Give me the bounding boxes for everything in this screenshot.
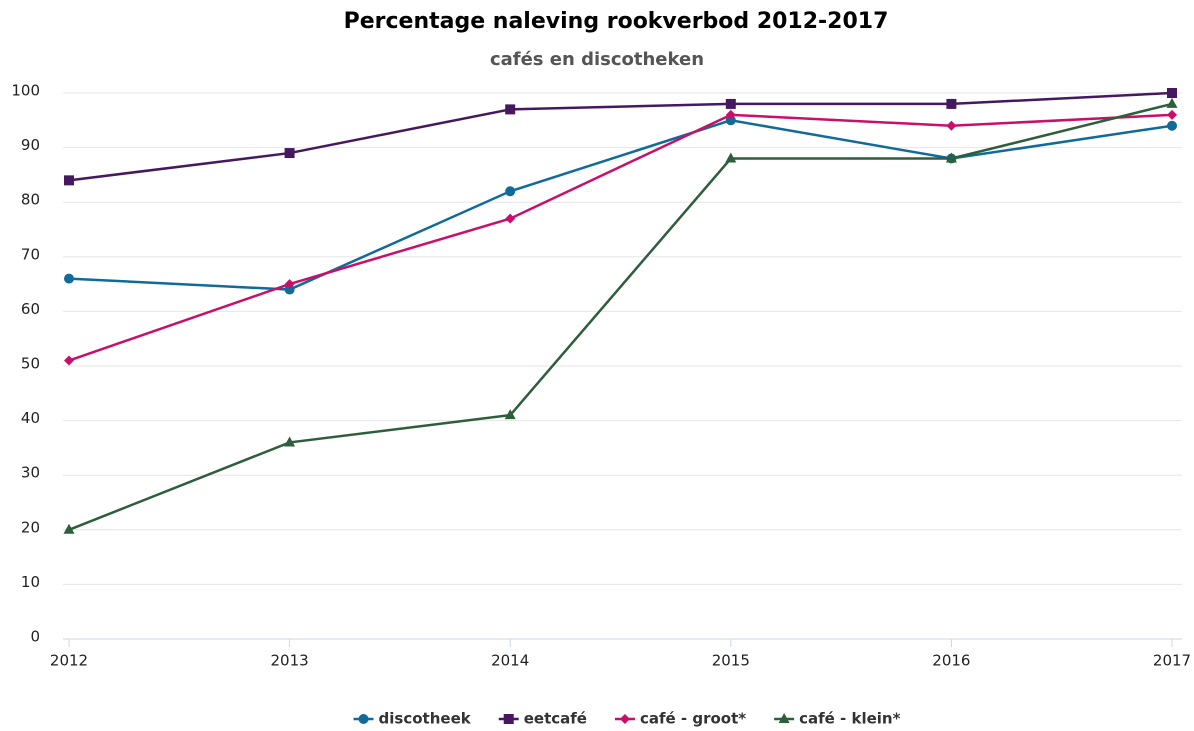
y-tick-label: 20 [21, 518, 40, 536]
x-tick-label: 2014 [491, 652, 529, 670]
point [284, 279, 295, 290]
series-line [68, 119, 1173, 291]
chart-subtitle: cafés en discotheken [490, 49, 704, 70]
legend-marker [778, 713, 790, 723]
point [725, 109, 736, 120]
point [505, 186, 516, 197]
legend: discotheek eetcafé café - groot* café - kle… [353, 710, 901, 728]
point [725, 152, 737, 163]
point [505, 213, 516, 224]
point [946, 120, 957, 131]
legend-marker [503, 714, 514, 724]
x-tick-label: 2017 [1153, 652, 1191, 670]
y-tick-label: 0 [30, 628, 40, 646]
legend-label: café - klein* [799, 710, 900, 728]
legend-marker [619, 714, 630, 724]
point [63, 523, 75, 534]
y-tick-label: 90 [21, 136, 40, 154]
y-tick-label: 60 [21, 300, 40, 318]
series-line [68, 113, 1173, 362]
point [505, 104, 516, 115]
legend-marker [358, 714, 369, 724]
point [946, 98, 957, 109]
x-tick-label: 2016 [932, 652, 970, 670]
point [1167, 120, 1177, 131]
y-tick-label: 80 [21, 191, 40, 209]
legend-label: café - groot* [640, 710, 746, 728]
point [725, 98, 736, 109]
point [64, 355, 74, 366]
y-tick-label: 100 [11, 82, 40, 100]
legend-label: discotheek [379, 710, 472, 728]
chart-title: Percentage naleving rookverbod 2012-2017 [344, 9, 889, 34]
point [504, 409, 516, 420]
legend-item: café - groot* [614, 710, 746, 728]
point [284, 436, 296, 447]
x-tick-label: 2013 [271, 652, 309, 670]
point [945, 152, 957, 163]
point [284, 284, 295, 295]
legend-item: discotheek [353, 710, 472, 728]
y-tick-label: 70 [21, 245, 40, 263]
legend-item: café - klein* [774, 710, 901, 728]
y-tick-label: 40 [21, 409, 40, 427]
x-tick-label: 2012 [50, 652, 88, 670]
y-tick-label: 30 [21, 464, 40, 482]
y-tick-label: 50 [21, 355, 40, 373]
series-line [68, 91, 1173, 182]
x-tick-label: 2015 [712, 652, 750, 670]
point [725, 115, 736, 126]
legend-item: eetcafé [498, 710, 587, 728]
legend-label: eetcafé [524, 710, 587, 728]
y-tick-label: 10 [21, 573, 40, 591]
point [1167, 109, 1177, 120]
series-line [68, 102, 1173, 531]
point [1167, 88, 1177, 98]
point [284, 148, 295, 159]
point [1166, 97, 1178, 108]
point [64, 273, 74, 284]
point [64, 175, 74, 186]
